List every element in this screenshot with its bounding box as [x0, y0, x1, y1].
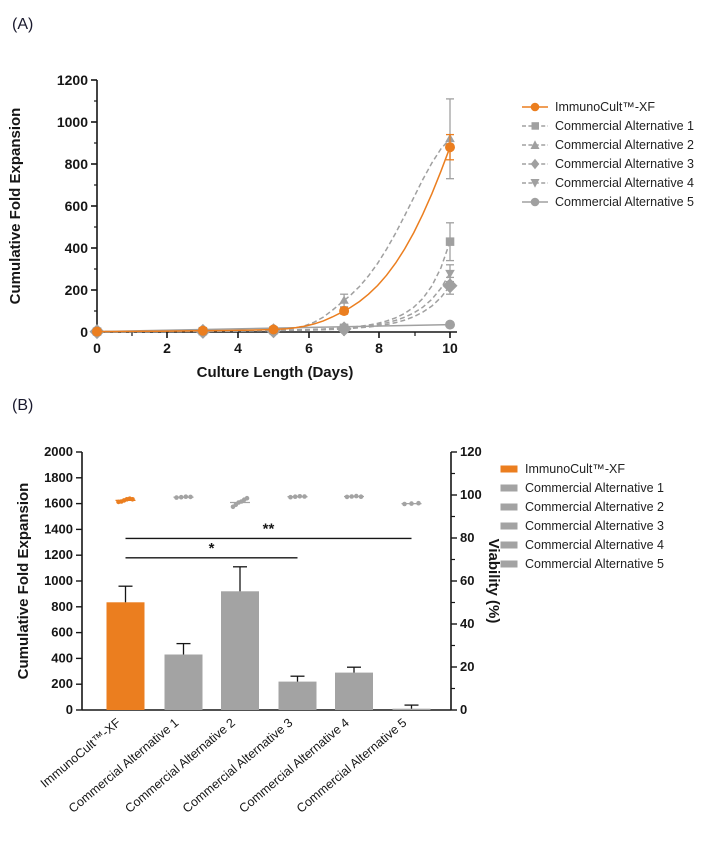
- svg-text:600: 600: [65, 198, 89, 214]
- svg-text:120: 120: [460, 444, 482, 459]
- svg-text:Commercial Alternative 2: Commercial Alternative 2: [122, 716, 237, 816]
- svg-text:0: 0: [93, 340, 101, 356]
- svg-text:Culture Length (Days): Culture Length (Days): [197, 364, 354, 381]
- svg-text:4: 4: [234, 340, 242, 356]
- svg-text:1000: 1000: [44, 573, 73, 588]
- svg-text:1200: 1200: [44, 547, 73, 562]
- svg-text:Commercial Alternative 4: Commercial Alternative 4: [236, 716, 351, 816]
- svg-text:1400: 1400: [44, 521, 73, 536]
- svg-text:2000: 2000: [44, 444, 73, 459]
- svg-text:10: 10: [442, 340, 458, 356]
- svg-text:60: 60: [460, 573, 474, 588]
- svg-text:**: **: [263, 520, 275, 537]
- svg-text:0: 0: [460, 702, 467, 717]
- svg-text:100: 100: [460, 487, 482, 502]
- svg-text:400: 400: [65, 240, 89, 256]
- svg-text:*: *: [209, 540, 215, 557]
- svg-text:6: 6: [305, 340, 313, 356]
- svg-text:400: 400: [51, 650, 73, 665]
- svg-text:800: 800: [51, 599, 73, 614]
- svg-text:0: 0: [66, 702, 73, 717]
- svg-text:8: 8: [375, 340, 383, 356]
- svg-text:1200: 1200: [57, 72, 88, 88]
- svg-text:Commercial Alternative 3: Commercial Alternative 3: [180, 716, 295, 816]
- svg-text:200: 200: [65, 282, 89, 298]
- svg-text:2: 2: [163, 340, 171, 356]
- svg-text:Commercial Alternative 1: Commercial Alternative 1: [66, 716, 181, 816]
- svg-text:Viability (%): Viability (%): [485, 539, 502, 624]
- svg-text:600: 600: [51, 625, 73, 640]
- svg-text:1600: 1600: [44, 496, 73, 511]
- svg-text:1000: 1000: [57, 114, 88, 130]
- svg-text:200: 200: [51, 676, 73, 691]
- svg-text:Cumulative Fold Expansion: Cumulative Fold Expansion: [15, 483, 32, 680]
- svg-text:1800: 1800: [44, 470, 73, 485]
- svg-text:20: 20: [460, 659, 474, 674]
- svg-text:80: 80: [460, 530, 474, 545]
- svg-text:0: 0: [80, 324, 88, 340]
- svg-text:Cumulative Fold Expansion: Cumulative Fold Expansion: [7, 108, 24, 305]
- svg-text:800: 800: [65, 156, 89, 172]
- svg-text:40: 40: [460, 616, 474, 631]
- svg-text:Commercial Alternative 5: Commercial Alternative 5: [294, 716, 409, 816]
